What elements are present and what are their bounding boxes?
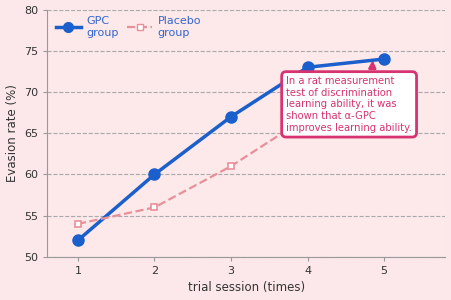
- X-axis label: trial session (times): trial session (times): [188, 281, 305, 294]
- Legend: GPC
group, Placebo
group: GPC group, Placebo group: [53, 13, 204, 41]
- Y-axis label: Evasion rate (%): Evasion rate (%): [5, 84, 18, 182]
- Text: In a rat measurement
test of discrimination
learning ability, it was
shown that : In a rat measurement test of discriminat…: [286, 63, 412, 133]
